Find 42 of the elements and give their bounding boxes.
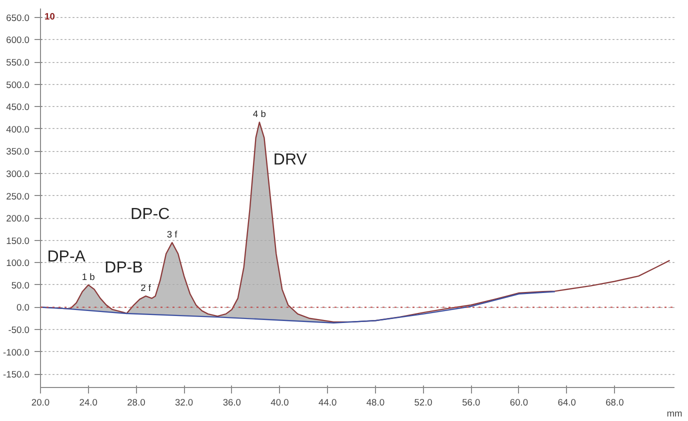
x-tick-label: 32.0 (174, 398, 194, 408)
y-tick-label: 400.0 (6, 124, 30, 134)
y-tick-label: 500.0 (6, 80, 30, 90)
y-tick-label: 0.0 (16, 302, 30, 313)
annotation: DP-C (130, 206, 170, 224)
annotation: DP-B (104, 260, 143, 277)
y-tick-label: -150.0 (3, 370, 30, 380)
annotation: 4 b (252, 109, 266, 120)
y-tick-label: 550.0 (6, 58, 30, 68)
y-tick-label: 350.0 (6, 146, 30, 157)
annotation: 2 f (140, 283, 152, 294)
x-tick-label: 24.0 (79, 398, 98, 408)
annotation: 10 (44, 12, 55, 22)
y-tick-label: -50.0 (8, 325, 30, 336)
annotation: 3 f (166, 230, 178, 240)
y-tick-label: -100.0 (3, 347, 30, 358)
y-tick-label: 250.0 (6, 191, 30, 202)
x-tick-label: 56.0 (462, 398, 480, 408)
x-tick-label: 36.0 (222, 398, 241, 408)
x-tick-label: 52.0 (414, 398, 432, 408)
x-tick-label: 44.0 (318, 398, 337, 408)
y-tick-label: 200.0 (6, 214, 30, 224)
x-tick-label: 20.0 (31, 398, 50, 408)
x-tick-label: 28.0 (127, 398, 146, 408)
x-tick-label: 68.0 (606, 398, 624, 408)
y-tick-label: 150.0 (6, 236, 30, 246)
annotation: DP-A (47, 248, 86, 266)
y-tick-label: 650.0 (6, 12, 30, 23)
x-tick-label: 48.0 (366, 398, 385, 408)
annotation: DRV (273, 152, 308, 169)
y-tick-label: 300.0 (6, 168, 30, 179)
line-series (40, 291, 556, 324)
x-axis-title: mm (666, 408, 682, 418)
x-tick-label: 60.0 (510, 398, 528, 408)
x-tick-label: 64.0 (558, 398, 576, 408)
line-series (40, 122, 670, 323)
annotation: 1 b (82, 272, 95, 282)
y-tick-label: 450.0 (6, 102, 30, 112)
x-tick-label: 40.0 (270, 398, 289, 408)
y-tick-label: 600.0 (6, 35, 30, 46)
y-tick-label: 100.0 (6, 258, 30, 268)
y-tick-label: 50.0 (11, 280, 30, 290)
